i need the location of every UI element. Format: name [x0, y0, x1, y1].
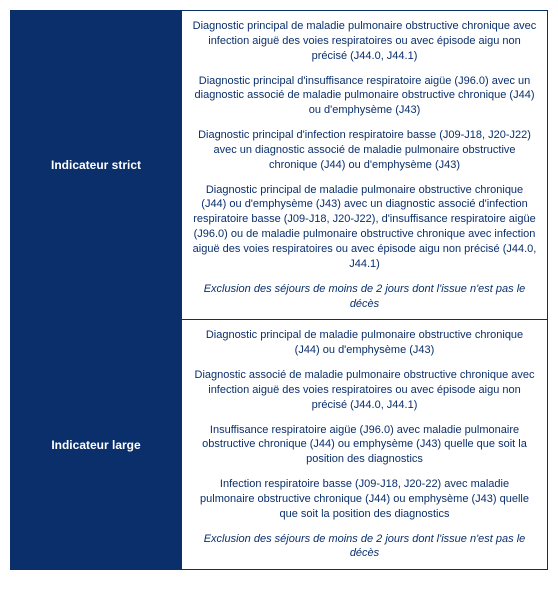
diagnostic-paragraph: Insuffisance respiratoire aigüe (J96.0) … — [192, 423, 537, 468]
diagnostic-paragraph: Diagnostic associé de maladie pulmonaire… — [192, 368, 537, 413]
exclusion-note: Exclusion des séjours de moins de 2 jour… — [192, 282, 537, 312]
diagnostic-paragraph: Diagnostic principal de maladie pulmonai… — [192, 19, 537, 64]
indicator-table: Indicateur strict Diagnostic principal d… — [10, 10, 548, 570]
diagnostic-paragraph: Diagnostic principal de maladie pulmonai… — [192, 328, 537, 358]
table-row: Indicateur large Diagnostic principal de… — [11, 320, 548, 570]
exclusion-note: Exclusion des séjours de moins de 2 jour… — [192, 532, 537, 562]
diagnostic-paragraph: Infection respiratoire basse (J09-J18, J… — [192, 477, 537, 522]
table-body: Indicateur strict Diagnostic principal d… — [11, 11, 548, 570]
diagnostic-paragraph: Diagnostic principal de maladie pulmonai… — [192, 183, 537, 272]
row-header: Indicateur large — [11, 320, 182, 570]
row-content: Diagnostic principal de maladie pulmonai… — [182, 320, 548, 570]
row-header: Indicateur strict — [11, 11, 182, 320]
row-content: Diagnostic principal de maladie pulmonai… — [182, 11, 548, 320]
table-row: Indicateur strict Diagnostic principal d… — [11, 11, 548, 320]
diagnostic-paragraph: Diagnostic principal d'insuffisance resp… — [192, 74, 537, 119]
diagnostic-paragraph: Diagnostic principal d'infection respira… — [192, 128, 537, 173]
